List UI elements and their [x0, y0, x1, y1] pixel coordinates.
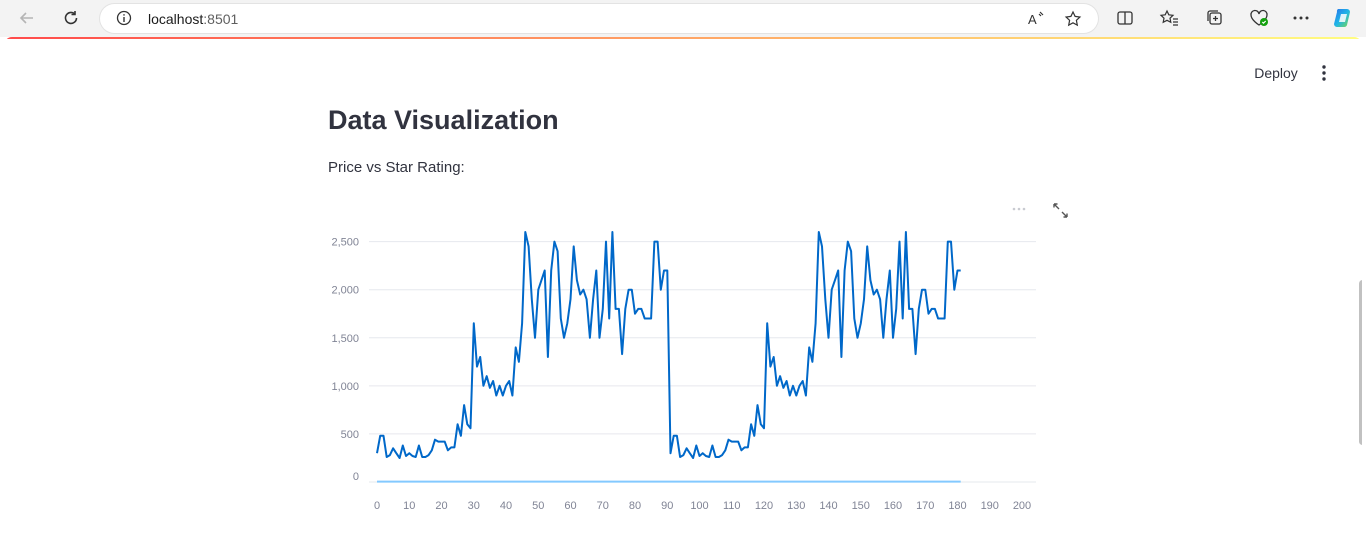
favorites-icon[interactable] [1156, 6, 1182, 30]
collections-icon[interactable] [1202, 6, 1228, 30]
x-tick-label: 200 [1013, 500, 1031, 512]
address-bar[interactable]: localhost:8501 A [100, 4, 1098, 33]
line-chart[interactable]: 0 500 1,000 1,500 2,000 2,500 0 10 20 30 40 50 60 70… [314, 187, 1094, 527]
y-tick-label: 1,000 [331, 381, 359, 393]
y-tick-label: 1,500 [331, 333, 359, 345]
chart-gridlines [369, 241, 1036, 483]
x-tick-label: 190 [981, 500, 999, 512]
chart-more-options-icon[interactable] [1012, 207, 1026, 211]
x-tick-label: 130 [787, 500, 805, 512]
header-decoration-bar [4, 37, 1362, 39]
url-port: :8501 [203, 11, 239, 27]
split-screen-icon[interactable] [1112, 6, 1138, 30]
url-text[interactable]: localhost:8501 [148, 11, 238, 27]
x-tick-label: 70 [597, 500, 609, 512]
main-menu-button[interactable] [1312, 61, 1336, 85]
kebab-menu-icon [1322, 65, 1326, 81]
x-tick-label: 60 [564, 500, 576, 512]
chart-caption: Price vs Star Rating: [328, 159, 465, 176]
x-axis-ticks: 0 10 20 30 40 50 60 70 80 90 100 110 120 130 140 150 160… [374, 500, 1031, 512]
y-tick-label: 500 [341, 429, 359, 441]
x-tick-label: 180 [948, 500, 966, 512]
back-arrow-icon [19, 12, 33, 24]
reload-icon [64, 11, 78, 25]
deploy-button[interactable]: Deploy [1254, 65, 1298, 81]
fullscreen-expand-icon[interactable] [1053, 203, 1068, 218]
x-tick-label: 120 [755, 500, 773, 512]
x-tick-label: 160 [884, 500, 902, 512]
copilot-icon[interactable] [1330, 6, 1356, 30]
y-tick-label: 0 [353, 471, 359, 483]
more-options-icon[interactable] [1288, 6, 1314, 30]
url-host: localhost [148, 11, 204, 27]
series-line-price[interactable] [376, 231, 961, 459]
read-aloud-icon[interactable]: A [1024, 7, 1050, 31]
y-tick-label: 2,500 [331, 237, 359, 249]
back-button[interactable] [12, 4, 42, 32]
site-info-icon[interactable] [116, 10, 132, 26]
svg-text:A: A [1028, 12, 1037, 27]
x-tick-label: 50 [532, 500, 544, 512]
x-tick-label: 80 [629, 500, 641, 512]
browser-essentials-icon[interactable] [1246, 6, 1272, 30]
x-tick-label: 30 [468, 500, 480, 512]
x-tick-label: 90 [661, 500, 673, 512]
x-tick-label: 40 [500, 500, 512, 512]
x-tick-label: 110 [723, 500, 741, 512]
x-tick-label: 100 [690, 500, 708, 512]
chart-series [376, 231, 961, 483]
y-tick-label: 2,000 [331, 285, 359, 297]
x-tick-label: 10 [403, 500, 415, 512]
x-tick-label: 150 [852, 500, 870, 512]
favorite-star-icon[interactable] [1060, 7, 1086, 31]
x-tick-label: 140 [819, 500, 837, 512]
y-axis-ticks: 0 500 1,000 1,500 2,000 2,500 [331, 237, 359, 483]
reload-button[interactable] [56, 4, 86, 32]
x-tick-label: 0 [374, 500, 380, 512]
page-scrollbar[interactable] [1359, 280, 1362, 445]
x-tick-label: 170 [916, 500, 934, 512]
browser-toolbar: localhost:8501 A [0, 0, 1366, 37]
x-tick-label: 20 [435, 500, 447, 512]
page-title: Data Visualization [328, 105, 559, 135]
streamlit-app: Deploy Data Visualization Price vs Star … [4, 37, 1362, 559]
